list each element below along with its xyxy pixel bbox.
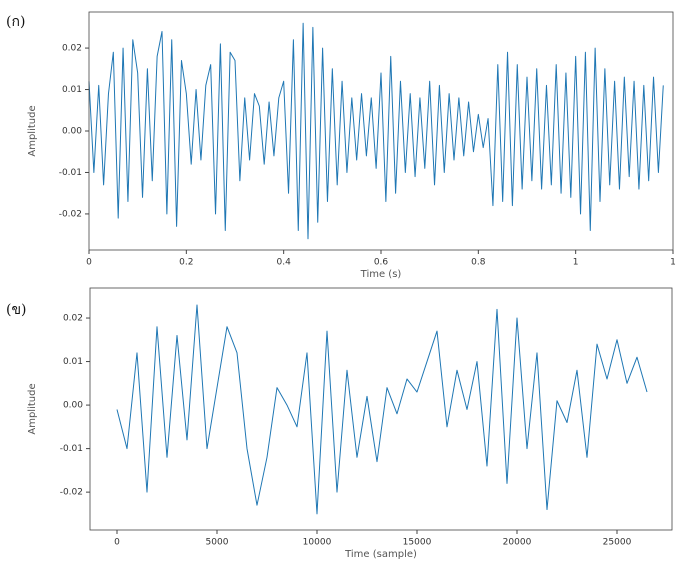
- y-tick-label: -0.02: [59, 209, 82, 219]
- x-tick-label: 0.2: [179, 258, 193, 268]
- plot-area: [89, 12, 673, 250]
- y-tick-label: -0.01: [60, 444, 83, 454]
- x-tick-label: 0: [86, 258, 92, 268]
- x-tick-label: 1: [573, 258, 579, 268]
- waveform: [88, 22, 664, 240]
- x-axis-label: Time (sample): [344, 549, 417, 560]
- axes-frame: [89, 287, 673, 531]
- y-tick-label: 0.02: [63, 314, 83, 324]
- waveform: [116, 304, 648, 515]
- x-tick-label: 5000: [206, 538, 229, 548]
- plot-area: [90, 288, 672, 530]
- y-axis-label: Amplitude: [27, 383, 38, 434]
- panel-label: (ข): [6, 302, 27, 318]
- x-tick-label: 0.8: [471, 258, 486, 268]
- x-axis-label: Time (s): [360, 269, 402, 280]
- x-tick-label: 1: [670, 258, 676, 268]
- panel-label: (ก): [6, 14, 25, 30]
- y-tick-label: 0.00: [63, 401, 83, 411]
- y-tick-label: 0.01: [63, 357, 83, 367]
- x-tick-label: 20000: [503, 538, 532, 548]
- y-axis-label: Amplitude: [27, 105, 38, 156]
- y-tick-label: 0.00: [62, 127, 82, 137]
- x-tick-label: 0.6: [374, 258, 389, 268]
- x-tick-label: 0.4: [277, 258, 292, 268]
- x-tick-label: 0: [114, 538, 120, 548]
- y-tick-label: 0.01: [62, 85, 82, 95]
- y-tick-label: -0.01: [59, 168, 82, 178]
- x-tick-label: 15000: [403, 538, 432, 548]
- y-tick-label: -0.02: [60, 488, 83, 498]
- x-tick-label: 10000: [303, 538, 332, 548]
- y-tick-label: 0.02: [62, 44, 82, 54]
- x-tick-label: 25000: [603, 538, 632, 548]
